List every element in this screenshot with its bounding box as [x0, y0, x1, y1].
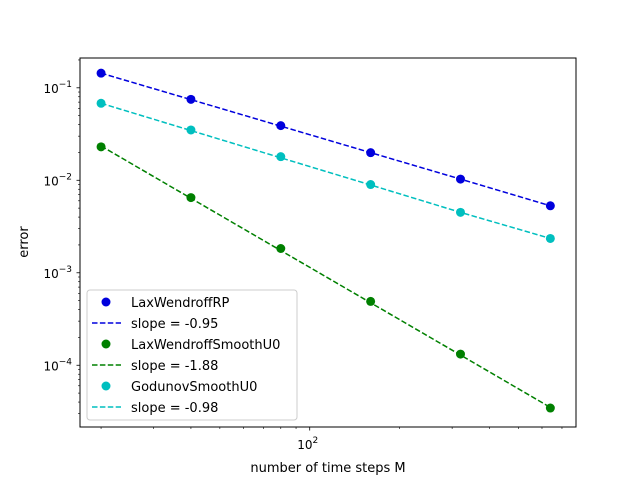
data-point-2-2 [276, 152, 286, 162]
data-point-1-2 [276, 244, 286, 253]
data-point-2-3 [366, 180, 376, 190]
y-axis-label: error [17, 226, 32, 258]
legend-label-1: LaxWendroffSmoothU0 [131, 338, 280, 353]
data-point-2-1 [186, 125, 196, 135]
data-point-1-1 [186, 193, 196, 203]
legend-fit-label-1: slope = -1.88 [131, 359, 218, 374]
y-tick-label-2: 10−3 [43, 265, 72, 281]
data-point-1-3 [366, 296, 376, 306]
axes-frame [79, 57, 577, 428]
legend-marker-2 [101, 381, 111, 391]
data-point-0-3 [366, 148, 376, 158]
y-tick-label-0: 10−1 [43, 80, 72, 96]
data-point-0-2 [276, 121, 286, 131]
legend-box [86, 289, 298, 421]
legend-label-2: GodunovSmoothU0 [131, 380, 257, 395]
y-tick-label-1: 10−2 [43, 172, 72, 188]
legend-fit-label-0: slope = -0.95 [131, 317, 218, 332]
y-tick-label-3: 10−4 [43, 357, 72, 373]
ticks-layer: 10−1 10−2 10−3 10−4 102 [43, 59, 563, 452]
data-point-1-5 [545, 403, 555, 413]
legend-entries: LaxWendroffRP slope = -0.95 LaxWendroffSmo… [92, 296, 280, 416]
data-point-0-5 [545, 201, 555, 211]
legend-marker-0 [101, 297, 111, 307]
data-point-2-5 [545, 233, 555, 243]
fit-line-0 [100, 72, 551, 207]
legend-marker-1 [101, 339, 111, 349]
data-point-0-1 [186, 94, 196, 104]
x-axis-label: number of time steps M [250, 461, 405, 476]
data-point-1-4 [456, 349, 465, 359]
fit-line-2 [100, 102, 551, 240]
series-layer [96, 68, 555, 413]
legend: LaxWendroffRP slope = -0.95 LaxWendroffSmo… [86, 289, 298, 421]
legend-label-0: LaxWendroffRP [131, 296, 229, 311]
legend-fit-label-2: slope = -0.98 [131, 401, 218, 416]
x-tick-label-0: 102 [297, 436, 318, 452]
data-point-2-4 [456, 207, 465, 217]
data-point-2-0 [96, 98, 106, 108]
data-point-1-0 [96, 142, 106, 152]
data-point-0-4 [456, 174, 465, 184]
data-point-0-0 [96, 68, 106, 78]
